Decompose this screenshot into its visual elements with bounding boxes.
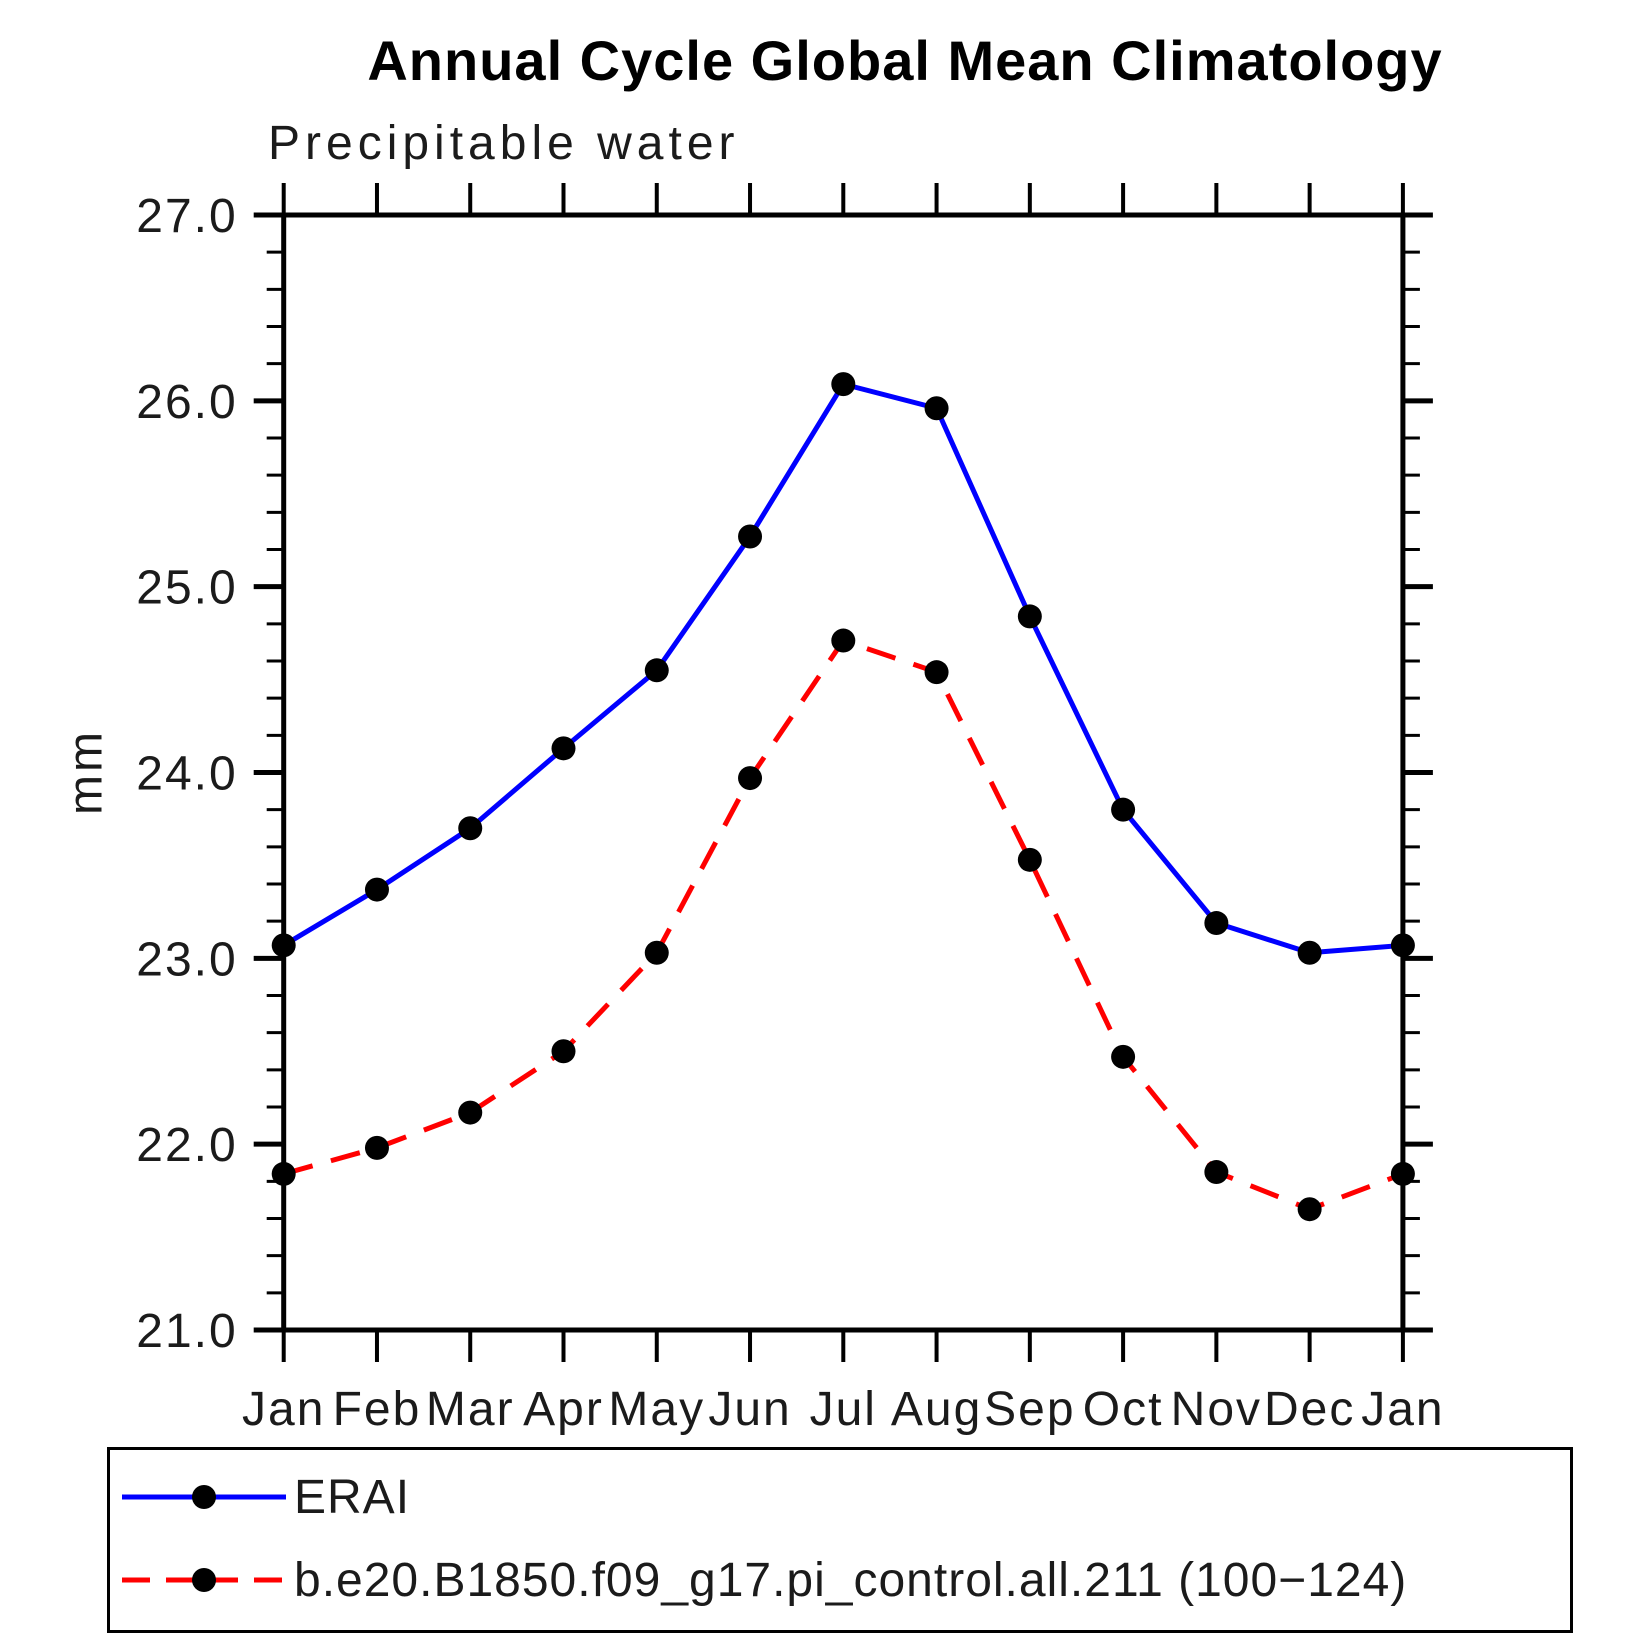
data-point bbox=[1111, 1044, 1136, 1069]
chart-title: Annual Cycle Global Mean Climatology bbox=[367, 29, 1443, 92]
data-point bbox=[924, 396, 949, 421]
legend-label: b.e20.B1850.f09_g17.pi_control.all.211 (… bbox=[294, 1553, 1408, 1607]
legend-marker-dot bbox=[192, 1485, 216, 1509]
data-point bbox=[551, 736, 576, 761]
data-point bbox=[364, 1135, 389, 1160]
data-point bbox=[1204, 911, 1229, 936]
x-tick-label: Jul bbox=[810, 1383, 877, 1436]
y-tick-label: 22.0 bbox=[136, 1119, 237, 1172]
data-point bbox=[738, 524, 763, 549]
legend-label: ERAI bbox=[294, 1470, 411, 1524]
legend-entry-model: b.e20.B1850.f09_g17.pi_control.all.211 (… bbox=[120, 1549, 1407, 1611]
legend-entry-erai: ERAI bbox=[120, 1466, 410, 1528]
x-tick-label: Mar bbox=[426, 1383, 515, 1436]
data-point bbox=[1017, 604, 1042, 629]
y-tick-label: 24.0 bbox=[136, 748, 237, 801]
legend-box: ERAI b.e20.B1850.f09_g17.pi_control.all.… bbox=[107, 1447, 1573, 1633]
x-tick-label: Feb bbox=[333, 1383, 422, 1436]
series-line-0 bbox=[282, 381, 1404, 956]
x-tick-label: Oct bbox=[1083, 1383, 1164, 1436]
x-tick-label: Apr bbox=[523, 1383, 604, 1436]
data-point bbox=[551, 1039, 576, 1064]
x-tick-label: Sep bbox=[984, 1383, 1075, 1436]
x-tick-label: Jan bbox=[242, 1383, 325, 1436]
y-tick-label: 25.0 bbox=[136, 562, 237, 615]
data-point bbox=[458, 1100, 483, 1125]
data-point bbox=[738, 766, 763, 791]
x-tick-label: May bbox=[608, 1383, 705, 1436]
data-point bbox=[924, 660, 949, 685]
data-point bbox=[644, 658, 669, 683]
chart-subtitle: Precipitable water bbox=[268, 117, 740, 170]
y-tick-label: 26.0 bbox=[136, 376, 237, 429]
data-point bbox=[271, 933, 296, 958]
data-point bbox=[1017, 847, 1042, 872]
data-point bbox=[1297, 940, 1322, 965]
data-point bbox=[364, 877, 389, 902]
data-point bbox=[831, 372, 856, 397]
legend-marker-dot bbox=[192, 1568, 216, 1592]
x-tick-label: Dec bbox=[1264, 1383, 1355, 1436]
data-point bbox=[1204, 1160, 1229, 1185]
data-point bbox=[831, 628, 856, 653]
data-point bbox=[271, 1161, 296, 1186]
x-tick-label: Jun bbox=[708, 1383, 791, 1436]
legend-line-sample-dashed bbox=[122, 1568, 286, 1592]
data-point bbox=[1390, 1161, 1415, 1186]
x-tick-label: Jan bbox=[1361, 1383, 1444, 1436]
y-tick-label: 21.0 bbox=[136, 1305, 237, 1358]
data-point bbox=[1111, 797, 1136, 822]
data-point bbox=[1390, 933, 1415, 958]
data-point bbox=[644, 940, 669, 965]
legend-line-sample-solid bbox=[122, 1485, 286, 1509]
x-tick-label: Aug bbox=[891, 1383, 982, 1436]
x-tick-label: Nov bbox=[1171, 1383, 1262, 1436]
data-point bbox=[1297, 1197, 1322, 1222]
y-tick-label: 27.0 bbox=[136, 190, 237, 243]
data-point bbox=[458, 816, 483, 841]
y-tick-label: 23.0 bbox=[136, 933, 237, 986]
series-line-1 bbox=[283, 638, 1404, 1212]
